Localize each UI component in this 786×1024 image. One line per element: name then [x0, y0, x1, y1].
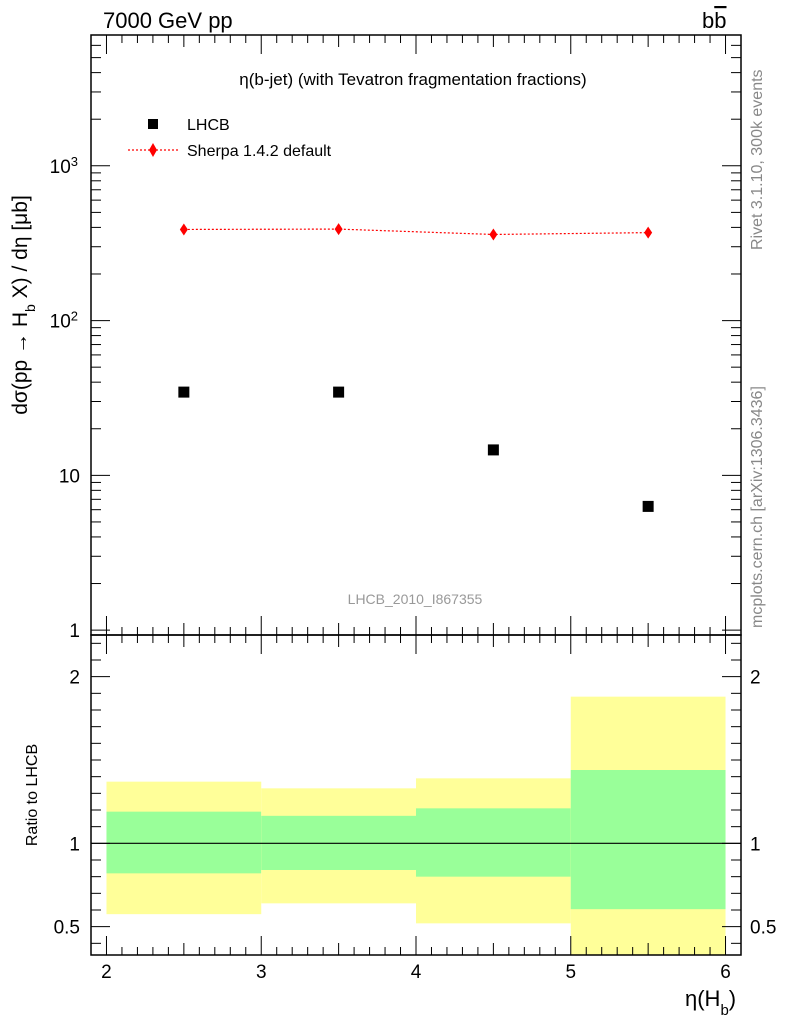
ratio-xtick-labels: 2 3 4 5 6	[101, 962, 731, 983]
main-ytick-label: 10	[59, 466, 80, 487]
ratio-xtick-label: 4	[411, 962, 422, 983]
ratio-xlabel: η(Hb)	[685, 986, 736, 1019]
legend-label-sherpa: Sherpa 1.4.2 default	[187, 143, 332, 160]
main-ylabel: dσ(pp → Hb X) / dη [μb]	[9, 195, 38, 415]
ratio-band-green	[570, 770, 726, 910]
mcplots-label: mcplots.cern.ch [arXiv:1306.3436]	[749, 386, 766, 628]
main-series	[178, 223, 654, 512]
ratio-axis-ticks	[91, 635, 741, 955]
legend-marker-lhcb	[148, 119, 158, 129]
main-ytick-exponent: 2	[71, 308, 78, 323]
sherpa-point	[334, 223, 343, 236]
rivet-label: Rivet 3.1.10, 300k events	[749, 69, 766, 250]
ratio-ytick-label-right: 0.5	[750, 918, 776, 939]
ratio-plot: 0.5 0.5 1 1 2 2 2 3 4 5 6 Ratio to LHCB η(Hb)	[24, 634, 777, 1019]
ratio-ytick-label-left: 2	[69, 668, 80, 689]
main-ytick-exponent: 3	[71, 153, 78, 168]
main-ytick-base: 10	[50, 157, 71, 178]
ratio-ytick-label-right: 2	[750, 668, 761, 689]
ratio-ytick-label-right: 1	[750, 834, 761, 855]
lhcb-point	[642, 500, 654, 512]
ratio-ylabel: Ratio to LHCB	[24, 744, 41, 846]
header-right-bar: b	[714, 8, 726, 33]
ratio-band-green	[106, 811, 262, 874]
ratio-xtick-label: 3	[256, 962, 267, 983]
ratio-ytick-label-left: 1	[69, 834, 80, 855]
header-right: bb	[702, 8, 727, 33]
ratio-xtick-label: 5	[565, 962, 576, 983]
sherpa-point	[644, 226, 653, 239]
ratio-bands	[106, 696, 726, 955]
sherpa-point	[489, 228, 498, 241]
ratio-frame	[90, 634, 742, 956]
sherpa-point	[179, 223, 188, 236]
legend-marker-sherpa	[149, 143, 157, 157]
main-title: η(b-jet) (with Tevatron fragmentation fr…	[239, 70, 586, 89]
main-ytick-label: 1	[69, 621, 80, 642]
legend-label-lhcb: LHCB	[187, 117, 230, 134]
lhcb-point	[333, 386, 345, 398]
header-left: 7000 GeV pp	[103, 8, 233, 33]
ratio-ytick-labels: 0.5 0.5 1 1 2 2	[54, 668, 777, 939]
main-ytick-label: 103	[50, 153, 78, 178]
ratio-ytick-label-left: 0.5	[54, 918, 80, 939]
sherpa-line	[183, 228, 649, 236]
main-axis-ticks	[91, 34, 741, 635]
lhcb-point	[487, 444, 499, 456]
main-watermark: LHCB_2010_I867355	[348, 591, 483, 607]
ratio-xtick-label: 6	[720, 962, 731, 983]
main-ytick-label: 102	[50, 308, 78, 333]
legend: LHCB Sherpa 1.4.2 default	[128, 117, 332, 160]
ratio-xtick-label: 2	[101, 962, 112, 983]
lhcb-point	[178, 386, 190, 398]
ratio-band-green	[416, 808, 571, 877]
main-plot: η(b-jet) (with Tevatron fragmentation fr…	[9, 34, 742, 642]
main-ytick-base: 10	[50, 312, 71, 333]
